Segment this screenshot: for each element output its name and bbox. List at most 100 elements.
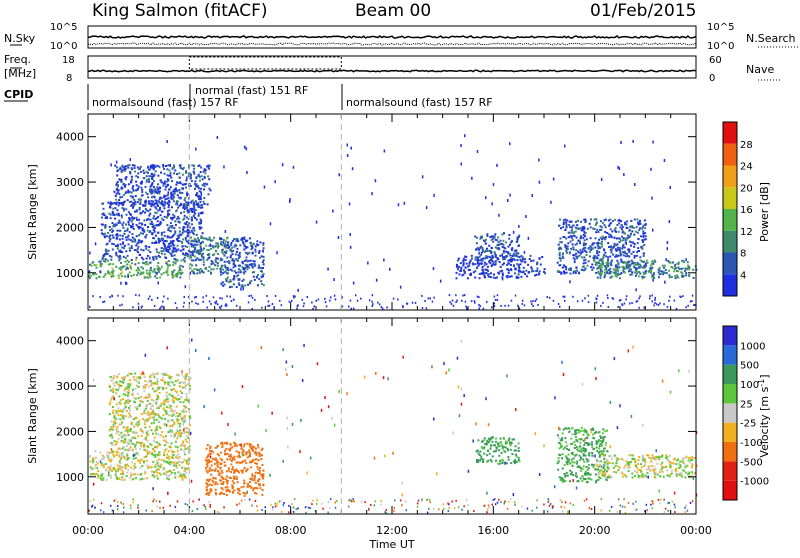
data-cell [149, 270, 151, 272]
data-cell [211, 460, 213, 462]
data-cell [226, 489, 228, 491]
data-cell [119, 460, 121, 462]
data-cell [220, 462, 222, 464]
data-cell [592, 437, 594, 439]
data-cell [141, 257, 143, 259]
data-cell [164, 418, 166, 420]
data-cell [141, 306, 143, 308]
data-cell [186, 207, 188, 209]
data-cell [626, 253, 628, 255]
data-cell [500, 438, 502, 440]
data-cell [642, 246, 644, 248]
data-cell [630, 225, 632, 227]
data-cell [644, 265, 646, 267]
data-cell [143, 444, 145, 446]
data-cell [371, 301, 373, 303]
data-cell [177, 374, 179, 376]
data-cell [243, 287, 245, 290]
data-cell [201, 207, 203, 209]
data-cell [123, 183, 125, 185]
data-cell [570, 438, 572, 440]
data-cell [163, 168, 165, 170]
data-cell [214, 483, 216, 485]
data-cell [156, 378, 158, 380]
data-cell [125, 406, 127, 408]
data-cell [673, 270, 675, 272]
data-cell [183, 226, 185, 228]
data-cell [634, 183, 636, 186]
data-cell [191, 211, 193, 213]
data-cell [597, 247, 599, 249]
data-cell [159, 454, 161, 456]
data-cell [474, 302, 476, 304]
data-cell [146, 270, 148, 272]
data-cell [224, 450, 226, 452]
data-cell [159, 427, 161, 429]
data-cell [97, 475, 99, 477]
data-cell [159, 202, 161, 204]
data-cell [569, 463, 571, 465]
data-cell [461, 163, 463, 166]
data-cell [209, 450, 211, 452]
data-cell [577, 256, 579, 258]
data-cell [179, 165, 181, 167]
data-cell [179, 227, 181, 229]
data-cell [128, 222, 130, 224]
data-cell [115, 389, 117, 391]
data-cell [186, 253, 188, 255]
data-cell [526, 275, 528, 277]
data-cell [485, 272, 487, 274]
data-cell [165, 387, 167, 389]
data-cell [516, 253, 518, 255]
data-cell [140, 232, 142, 234]
data-cell [168, 446, 170, 448]
data-cell [226, 481, 228, 483]
data-cell [591, 269, 593, 271]
data-cell [176, 418, 178, 420]
data-cell [562, 481, 564, 483]
data-cell [375, 179, 377, 182]
data-cell [251, 473, 253, 475]
data-cell [139, 222, 141, 224]
data-cell [268, 300, 270, 302]
data-cell [151, 404, 153, 406]
data-cell [259, 250, 261, 252]
data-cell [199, 205, 201, 207]
data-cell [96, 467, 98, 469]
data-cell [185, 384, 187, 386]
data-cell [631, 302, 633, 304]
data-cell [479, 451, 481, 453]
data-cell [476, 237, 478, 239]
data-cell [152, 217, 154, 219]
data-cell [177, 446, 179, 448]
data-cell [261, 271, 263, 273]
data-cell [558, 270, 560, 272]
data-cell [236, 462, 238, 464]
data-cell [155, 170, 157, 172]
data-cell [124, 261, 126, 263]
data-cell [597, 231, 599, 233]
data-cell [199, 180, 201, 182]
data-cell [563, 271, 565, 273]
data-cell [131, 245, 133, 247]
data-cell [125, 257, 127, 259]
data-cell [117, 389, 119, 391]
data-cell [200, 196, 202, 198]
data-cell [132, 473, 134, 475]
data-cell [669, 274, 671, 276]
data-cell [185, 472, 187, 474]
data-cell [560, 227, 562, 229]
data-cell [510, 462, 512, 464]
data-cell [250, 242, 252, 244]
data-cell [210, 244, 212, 247]
data-cell [113, 237, 115, 239]
data-cell [153, 204, 155, 206]
data-cell [249, 445, 251, 447]
data-cell [164, 240, 166, 242]
data-cell [132, 393, 134, 395]
data-cell [236, 238, 238, 240]
data-cell [590, 226, 592, 228]
data-cell [253, 271, 255, 273]
data-cell [188, 242, 190, 244]
data-cell [589, 251, 591, 253]
